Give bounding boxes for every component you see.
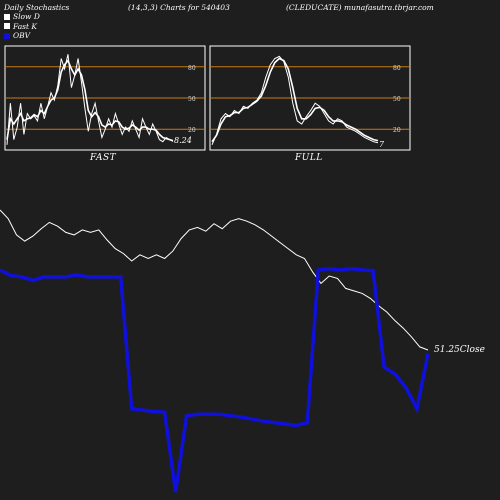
full-slow-d-line [211,57,379,143]
legend-item-obv: OBV [4,31,40,41]
fast-fast-k-line [6,54,174,145]
full-panel-lines [211,55,379,145]
chart-header-symbol: (14,3,3) Charts for 540403 [128,3,230,12]
legend-item-fast-k: Fast K [4,22,40,32]
fast-level-label-80: 80 [188,65,196,72]
chart-header-source: (CLEDUCATE) munafasutra.tbrjar.com [286,3,434,12]
fast-slow-d-line [6,59,174,142]
chart-header-title: Daily Stochastics [4,3,70,12]
full-panel-label: FULL [295,153,323,163]
legend-label-slow-d: Slow D [13,12,40,21]
fast-panel-label: FAST [90,153,117,163]
fast-level-label-20: 20 [188,127,196,134]
full-k-value-label: 7 [379,140,385,149]
legend-item-slow-d: Slow D [4,12,40,22]
full-panel-levels: 80 50 20 [210,65,410,134]
legend-swatch-obv [4,32,10,39]
close-price-label: 51.25Close [434,345,485,355]
legend-swatch-slow-d [4,13,10,20]
obv-line [0,266,430,493]
full-level-label-80: 80 [393,65,401,72]
price-obv-lines [0,209,430,493]
full-level-label-20: 20 [393,127,401,134]
full-level-label-50: 50 [393,96,401,103]
legend-label-fast-k: Fast K [13,21,38,31]
fast-panel-levels: 80 50 20 [5,65,205,134]
legend: Slow D Fast K OBV [4,12,40,41]
fast-panel-lines [6,54,174,145]
fast-k-value-label: 8.24 [174,136,192,145]
legend-label-obv: OBV [13,31,31,40]
legend-swatch-fast-k [4,23,10,30]
close-price-line [0,209,429,351]
fast-level-label-50: 50 [188,96,196,103]
